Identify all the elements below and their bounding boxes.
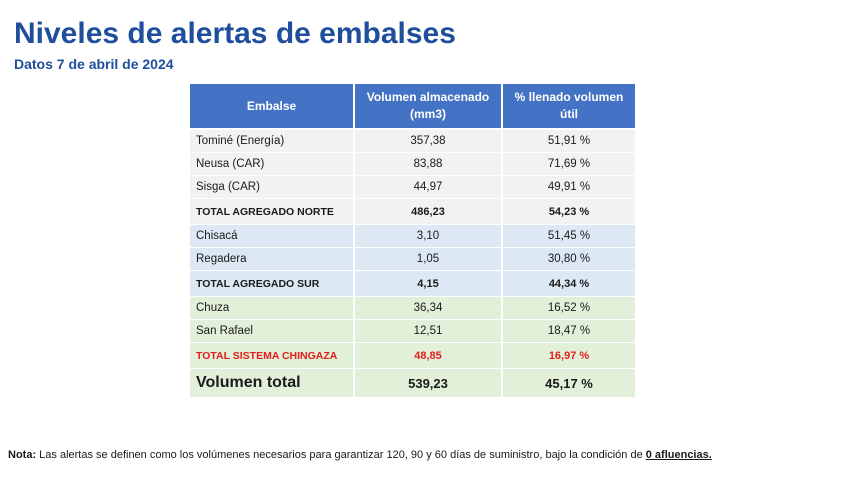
table-row: Chuza 36,34 16,52 % — [190, 296, 637, 320]
row-volume: 36,34 — [354, 296, 503, 320]
note-emphasis: 0 afluencias. — [645, 449, 712, 461]
row-name: San Rafael — [190, 319, 355, 343]
page-subtitle: Datos 7 de abril de 2024 — [14, 56, 174, 72]
row-volume: 357,38 — [354, 129, 503, 153]
row-name: Volumen total — [190, 368, 355, 398]
row-pct: 49,91 % — [502, 175, 637, 199]
table-row: Regadera 1,05 30,80 % — [190, 247, 637, 271]
row-volume: 1,05 — [354, 247, 503, 271]
row-volume: 83,88 — [354, 152, 503, 176]
row-pct: 51,45 % — [502, 224, 637, 248]
table-row: Chisacá 3,10 51,45 % — [190, 224, 637, 248]
header-embalse: Embalse — [190, 84, 355, 130]
row-pct: 18,47 % — [502, 319, 637, 343]
row-pct: 71,69 % — [502, 152, 637, 176]
row-pct: 51,91 % — [502, 129, 637, 153]
grand-total-row: Volumen total 539,23 45,17 % — [190, 368, 637, 398]
row-volume: 486,23 — [354, 198, 503, 225]
page-title: Niveles de alertas de embalses — [14, 17, 456, 50]
row-pct: 16,52 % — [502, 296, 637, 320]
row-name: Chisacá — [190, 224, 355, 248]
row-pct: 45,17 % — [502, 368, 637, 398]
subtotal-row-sur: TOTAL AGREGADO SUR 4,15 44,34 % — [190, 270, 637, 297]
row-name: TOTAL AGREGADO SUR — [190, 270, 355, 297]
table-row: Tominé (Energía) 357,38 51,91 % — [190, 129, 637, 153]
subtotal-row-norte: TOTAL AGREGADO NORTE 486,23 54,23 % — [190, 198, 637, 225]
row-name: Regadera — [190, 247, 355, 271]
row-name: Sisga (CAR) — [190, 175, 355, 199]
table-row: Neusa (CAR) 83,88 71,69 % — [190, 152, 637, 176]
table-header-row: Embalse Volumen almacenado (mm3) % llena… — [190, 84, 637, 130]
row-name: Tominé (Energía) — [190, 129, 355, 153]
row-volume: 12,51 — [354, 319, 503, 343]
row-volume: 44,97 — [354, 175, 503, 199]
row-pct: 30,80 % — [502, 247, 637, 271]
subtotal-row-chingaza: TOTAL SISTEMA CHINGAZA 48,85 16,97 % — [190, 342, 637, 369]
reservoir-table: Embalse Volumen almacenado (mm3) % llena… — [190, 84, 637, 398]
row-name: TOTAL AGREGADO NORTE — [190, 198, 355, 225]
row-name: Neusa (CAR) — [190, 152, 355, 176]
row-volume: 539,23 — [354, 368, 503, 398]
note-label: Nota: — [8, 449, 37, 461]
footnote: Nota: Las alertas se definen como los vo… — [8, 448, 712, 462]
row-name: Chuza — [190, 296, 355, 320]
header-llenado: % llenado volumen útil — [502, 84, 637, 130]
table-row: San Rafael 12,51 18,47 % — [190, 319, 637, 343]
table-row: Sisga (CAR) 44,97 49,91 % — [190, 175, 637, 199]
header-volumen: Volumen almacenado (mm3) — [354, 84, 503, 130]
row-pct: 54,23 % — [502, 198, 637, 225]
row-pct: 16,97 % — [502, 342, 637, 369]
row-name: TOTAL SISTEMA CHINGAZA — [190, 342, 355, 369]
row-volume: 48,85 — [354, 342, 503, 369]
note-text: Las alertas se definen como los volúmene… — [36, 449, 646, 461]
row-volume: 3,10 — [354, 224, 503, 248]
row-volume: 4,15 — [354, 270, 503, 297]
row-pct: 44,34 % — [502, 270, 637, 297]
